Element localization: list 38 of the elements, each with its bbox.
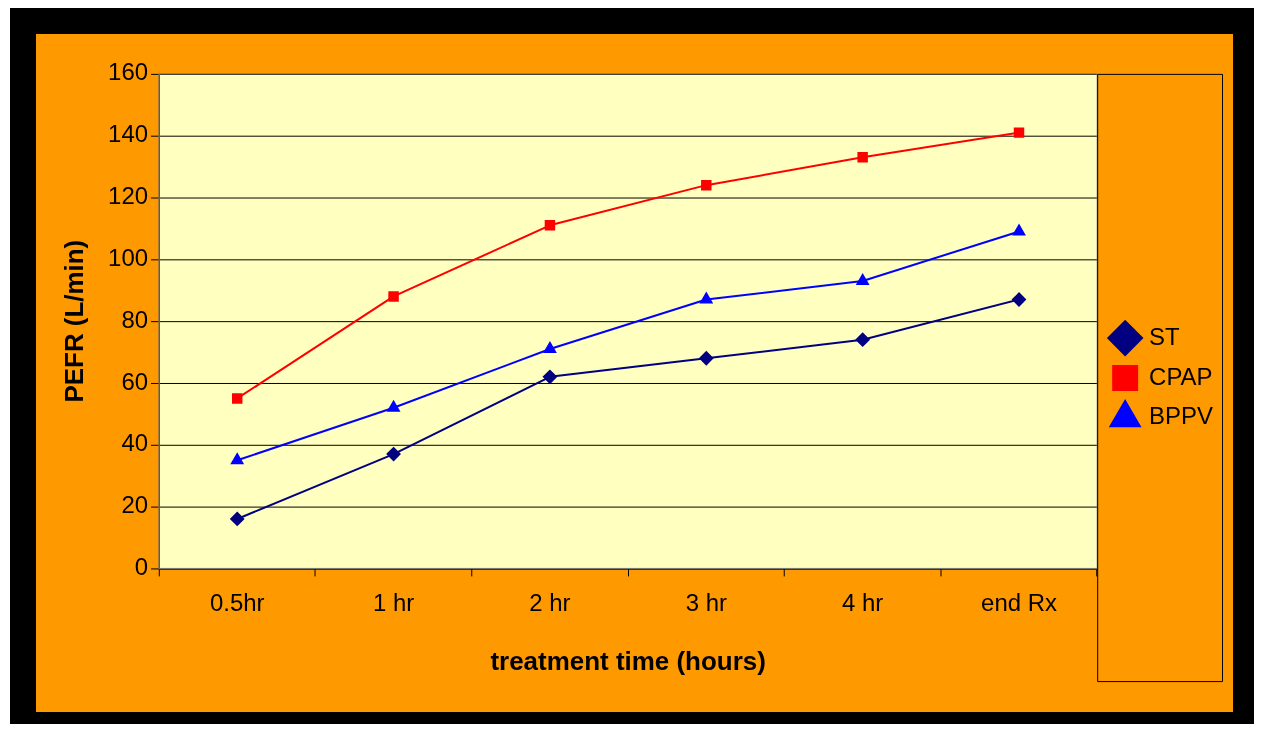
y-tick-label: 160 [108, 58, 149, 86]
point [543, 341, 557, 353]
point [701, 179, 712, 191]
y-tick-label: 120 [108, 182, 149, 210]
x-tick-label: 0.5hr [209, 589, 265, 617]
point [1012, 224, 1026, 236]
y-tick-label: 80 [121, 305, 149, 333]
y-tick-label: 100 [108, 243, 149, 271]
point [857, 152, 868, 163]
y-tick-label: 140 [108, 120, 149, 148]
x-axis-title: treatment time (hours) [490, 646, 766, 675]
point [856, 273, 869, 285]
point [544, 220, 556, 231]
point [388, 291, 399, 302]
point [387, 400, 400, 412]
point [230, 511, 245, 526]
x-tick-label: 1 hr [372, 589, 415, 617]
y-tick-label: 0 [134, 553, 149, 581]
point [855, 332, 870, 347]
y-tick-label: 40 [121, 429, 149, 457]
point [231, 393, 243, 404]
x-tick-label: 2 hr [529, 589, 571, 617]
legend-label: BPPV [1149, 402, 1214, 430]
legend-label: CPAP [1149, 362, 1213, 390]
y-axis-title: PEFR (L/min) [59, 239, 88, 403]
point [231, 453, 244, 465]
legend-label: ST [1149, 322, 1181, 350]
x-tick-label: 3 hr [685, 589, 727, 617]
point [699, 351, 714, 366]
y-tick-label: 60 [121, 367, 149, 395]
x-tick-label: end Rx [981, 589, 1057, 617]
point [700, 292, 713, 304]
point [1013, 127, 1025, 138]
point [1012, 292, 1027, 307]
point [542, 369, 557, 384]
point [386, 447, 401, 462]
x-tick-label: 4 hr [842, 589, 884, 617]
y-tick-label: 20 [121, 491, 149, 519]
